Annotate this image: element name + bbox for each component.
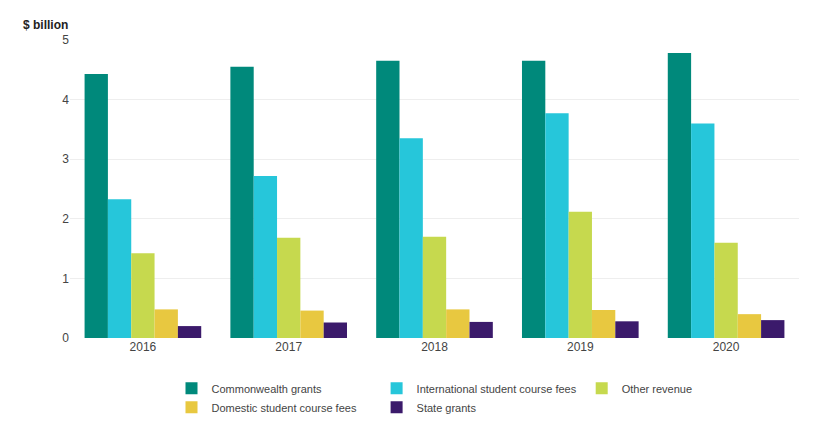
svg-text:2017: 2017 <box>275 340 302 354</box>
svg-text:2019: 2019 <box>567 340 594 354</box>
svg-text:$ billion: $ billion <box>23 18 68 32</box>
svg-text:1: 1 <box>62 272 69 286</box>
svg-text:Domestic student course fees: Domestic student course fees <box>212 402 357 414</box>
svg-text:2020: 2020 <box>713 340 740 354</box>
svg-text:State grants: State grants <box>417 402 477 414</box>
svg-text:Other revenue: Other revenue <box>622 383 692 395</box>
svg-text:2016: 2016 <box>130 340 157 354</box>
svg-text:2018: 2018 <box>421 340 448 354</box>
svg-text:4: 4 <box>62 93 69 107</box>
svg-text:Commonwealth grants: Commonwealth grants <box>212 383 323 395</box>
svg-text:5: 5 <box>62 33 69 47</box>
svg-text:2: 2 <box>62 212 69 226</box>
svg-text:3: 3 <box>62 152 69 166</box>
svg-text:International student course f: International student course fees <box>417 383 577 395</box>
svg-text:0: 0 <box>62 331 69 345</box>
